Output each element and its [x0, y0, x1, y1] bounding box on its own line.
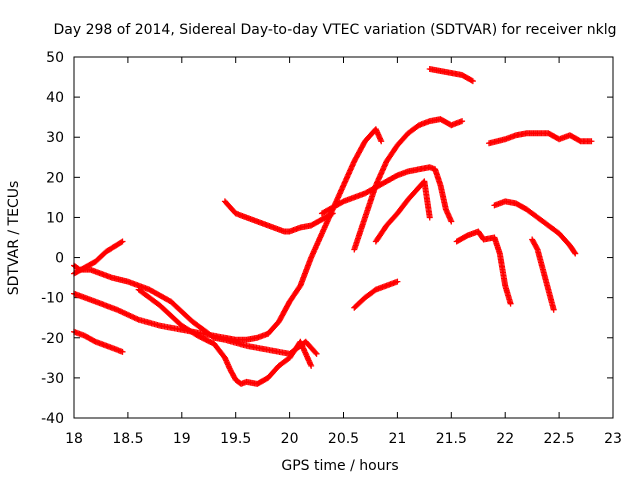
x-tick-label: 20.5: [328, 431, 359, 447]
x-tick-label: 22: [496, 431, 514, 447]
series-s1: [71, 238, 126, 277]
x-tick-label: 20: [281, 431, 299, 447]
plot-frame: [73, 56, 614, 419]
y-tick-label: -20: [41, 331, 64, 347]
data-point: [394, 278, 401, 285]
data-point: [571, 249, 578, 256]
data-point: [313, 350, 320, 357]
x-tick-label: 21.5: [436, 431, 467, 447]
data-point: [426, 214, 433, 221]
y-axis-label: SDTVAR / TECUs: [6, 181, 22, 296]
y-tick-label: -10: [41, 291, 64, 307]
data-point: [533, 245, 540, 252]
series-s14: [486, 130, 595, 147]
series-s7: [265, 126, 385, 337]
y-tick-label: 40: [46, 90, 64, 106]
data-point: [378, 138, 385, 145]
x-tick-label: 19: [173, 431, 191, 447]
data-point: [448, 218, 455, 225]
series-s4: [71, 328, 126, 355]
y-tick-label: 10: [46, 210, 64, 226]
data-point: [572, 250, 579, 257]
series-s11: [351, 278, 401, 311]
data-point: [312, 349, 319, 356]
series-s10: [372, 178, 433, 245]
y-tick-label: -30: [41, 371, 64, 387]
series-s16: [529, 236, 557, 313]
data-points: [71, 66, 595, 387]
data-point: [118, 239, 125, 246]
data-point: [550, 306, 557, 313]
series-s13: [453, 228, 514, 307]
x-tick-label: 23: [604, 431, 622, 447]
x-tick-label: 18: [65, 431, 83, 447]
series-s5: [135, 286, 315, 387]
x-tick-label: 22.5: [544, 431, 575, 447]
data-point: [468, 77, 475, 84]
series-s12: [426, 66, 476, 85]
series-s6: [221, 198, 336, 235]
data-point: [308, 362, 315, 369]
data-point: [119, 348, 126, 355]
data-point: [459, 118, 466, 125]
series-s2: [71, 262, 320, 357]
data-point: [507, 300, 514, 307]
data-point: [588, 138, 595, 145]
x-tick-label: 19.5: [220, 431, 251, 447]
y-tick-label: 0: [55, 251, 64, 267]
x-axis-label: GPS time / hours: [281, 458, 398, 474]
y-tick-label: -40: [41, 411, 64, 427]
data-point: [119, 238, 126, 245]
data-point: [469, 78, 476, 85]
series-s15: [491, 198, 579, 257]
y-tick-label: 30: [46, 130, 64, 146]
y-tick-label: 20: [46, 170, 64, 186]
axis-ticks: 18 18.5 19 19.5 20 20.5 21 21.5 22 22.5 23 -40 -30 -2…: [41, 50, 622, 447]
chart-title: Day 298 of 2014, Sidereal Day-to-day VTE…: [54, 22, 617, 38]
x-tick-label: 18.5: [112, 431, 143, 447]
series-s9: [351, 116, 466, 253]
x-tick-label: 21: [388, 431, 406, 447]
y-tick-label: 50: [46, 50, 64, 66]
series-s8: [318, 164, 455, 225]
